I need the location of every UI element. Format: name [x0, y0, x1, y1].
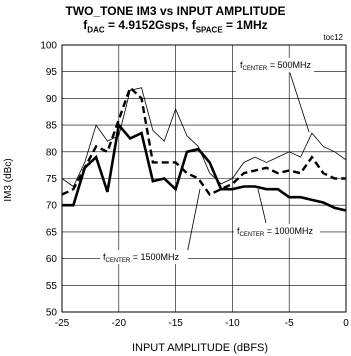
subtitle-f2-sub: SPACE	[195, 25, 223, 35]
series-label-500: fCENTER = 500MHz	[240, 60, 311, 72]
series-line-2	[61, 85, 346, 197]
subtitle-f2-val: = 1MHz	[222, 18, 268, 32]
grid	[62, 45, 346, 312]
plot-frame	[61, 44, 347, 313]
subtitle-f2: f	[191, 18, 196, 32]
label-bg-1000	[234, 224, 320, 238]
figure-id: toc12	[323, 33, 343, 42]
x-tick-label: -10	[225, 318, 240, 329]
label-leader-500	[289, 72, 310, 133]
y-tick-label: 95	[46, 67, 58, 78]
series-line-1	[61, 87, 347, 188]
chart-title: TWO_TONE IM3 vs INPUT AMPLITUDE	[65, 4, 286, 18]
annotations: fCENTER = 500MHz fCENTER = 1000MHz fCENT…	[100, 33, 344, 264]
label-bg-1500	[100, 250, 188, 264]
y-tick-label: 50	[46, 308, 58, 319]
x-tick-label: -25	[55, 318, 70, 329]
subtitle-f1-sub: DAC	[87, 25, 105, 35]
y-tick-label: 75	[46, 174, 58, 185]
y-tick-label: 55	[46, 281, 58, 292]
y-axis-label: IM3 (dBc)	[3, 158, 14, 201]
y-tick-label: 65	[46, 227, 58, 238]
y-tick-label: 80	[46, 147, 58, 158]
x-tick-label: -20	[112, 318, 127, 329]
label-leader-1000	[257, 188, 267, 224]
y-tick-label: 100	[40, 41, 57, 52]
label-bg-500	[236, 58, 314, 72]
series-line-3	[62, 122, 347, 212]
x-tick-label: -5	[285, 318, 294, 329]
series-label-1500: fCENTER = 1500MHz	[103, 252, 179, 264]
subtitle-f1: f	[83, 18, 88, 32]
subtitle-f1-val: = 4.9152Gsps,	[104, 18, 192, 32]
label-leader-1500	[186, 188, 201, 255]
series-label-1000: fCENTER = 1000MHz	[237, 226, 313, 238]
series-lines	[61, 85, 347, 212]
x-tick-label: 0	[343, 318, 349, 329]
y-tick-label: 90	[46, 94, 58, 105]
y-tick-label: 70	[46, 201, 58, 212]
y-tick-label: 85	[46, 121, 58, 132]
axes: 50 55 60 65 70 75 80 85 90 95 100 -25 -20 -15 -10 -5 0	[40, 41, 349, 330]
x-tick-label: -15	[168, 318, 183, 329]
y-tick-label: 60	[46, 254, 58, 265]
x-axis-label: INPUT AMPLITUDE (dBFS)	[132, 342, 268, 354]
chart-subtitle: fDAC = 4.9152Gsps, fSPACE = 1MHz	[0, 18, 351, 35]
